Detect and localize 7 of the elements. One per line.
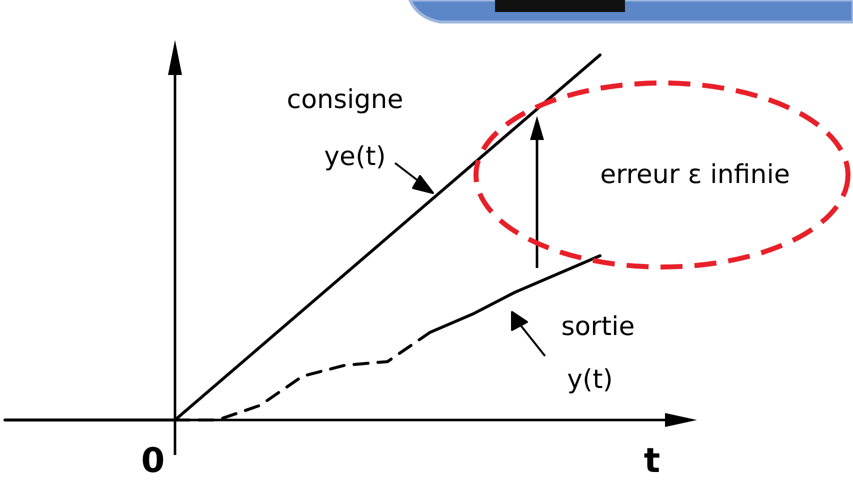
annotation: sortie — [561, 312, 635, 342]
x-axis-title: t — [644, 441, 660, 481]
annotation: y(t) — [567, 365, 613, 395]
text: 0 — [141, 441, 165, 481]
annotation: erreur ε infinie — [600, 160, 790, 190]
annotation: ye(t) — [324, 142, 386, 172]
annotation: consigne — [286, 85, 404, 115]
